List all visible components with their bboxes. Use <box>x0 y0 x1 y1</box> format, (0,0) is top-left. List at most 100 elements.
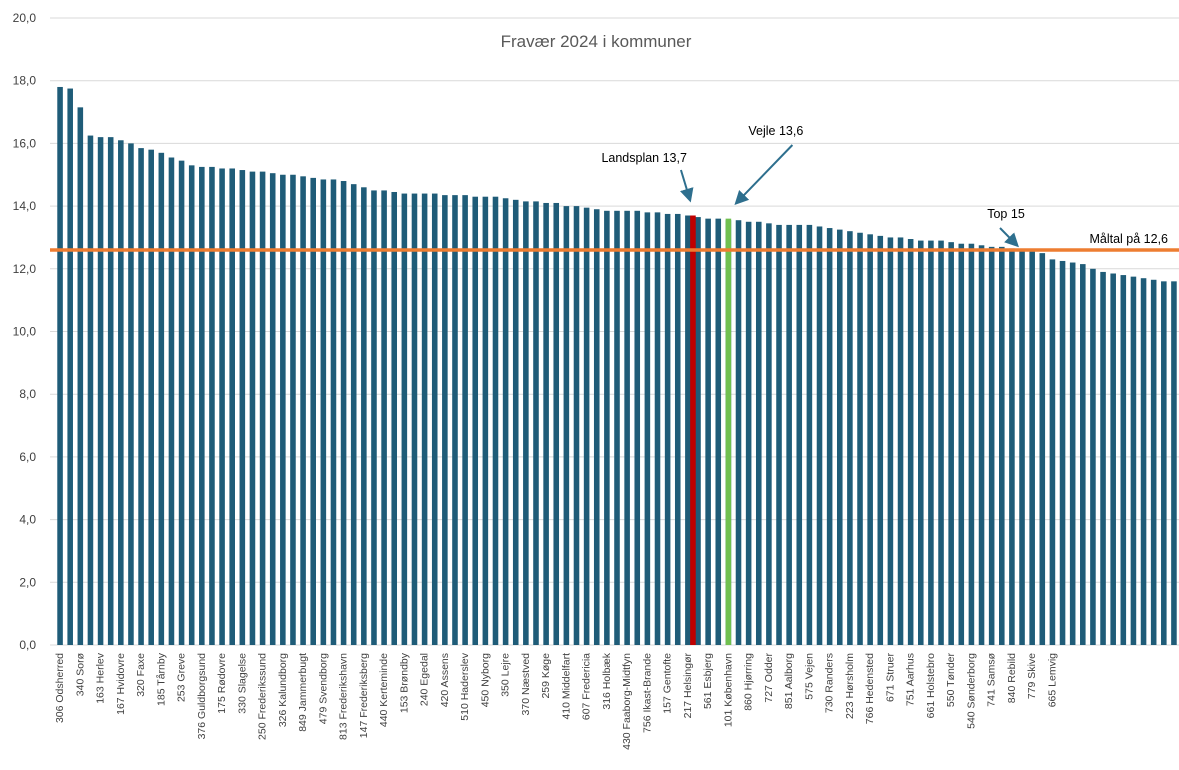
y-tick-label: 20,0 <box>13 11 37 25</box>
bar <box>1059 260 1066 645</box>
x-tick-label: 147 Frederiksberg <box>358 653 370 738</box>
bar <box>826 228 833 646</box>
x-tick-label: 223 Hørsholm <box>844 653 856 719</box>
bar <box>371 190 377 646</box>
bar <box>280 174 286 645</box>
bar <box>77 107 84 645</box>
bar <box>401 193 408 645</box>
x-tick-label: 157 Gentofte <box>662 653 674 714</box>
bar <box>290 174 296 645</box>
x-tick-label: 727 Odder <box>763 653 775 703</box>
x-tick-label: 766 Hedensted <box>864 653 876 724</box>
bar <box>907 239 914 645</box>
bar <box>786 224 792 645</box>
bar <box>512 199 519 645</box>
x-tick-label: 101 København <box>722 653 734 727</box>
bar <box>543 202 549 645</box>
y-tick-label: 14,0 <box>13 199 37 213</box>
bar <box>1019 249 1025 646</box>
bar <box>948 242 954 645</box>
x-tick-label: 510 Haderslev <box>459 652 471 720</box>
bar <box>391 191 398 645</box>
x-tick-label: 316 Holbæk <box>601 652 613 709</box>
x-tick-label: 665 Lemvig <box>1046 653 1058 707</box>
bar-national-average <box>690 215 696 645</box>
bar <box>361 187 367 646</box>
annotation-top15: Top 15 <box>987 207 1025 221</box>
y-tick-label: 10,0 <box>13 325 37 339</box>
bar <box>745 221 752 645</box>
bar <box>664 213 671 645</box>
bar <box>310 177 317 645</box>
bar <box>148 149 154 646</box>
bar <box>421 193 428 645</box>
bar <box>431 193 438 645</box>
bars <box>57 86 1177 646</box>
bar <box>877 235 884 645</box>
x-tick-label: 217 Helsingør <box>682 653 694 719</box>
bar <box>1140 278 1147 645</box>
bar <box>462 195 468 645</box>
bar <box>847 231 853 645</box>
x-tick-label: 450 Nyborg <box>479 653 491 707</box>
x-tick-label: 430 Faaborg-Midtfyn <box>621 653 633 750</box>
bar <box>867 234 873 645</box>
bar <box>968 243 975 645</box>
bar <box>350 184 357 645</box>
y-tick-label: 18,0 <box>13 74 37 88</box>
y-tick-label: 4,0 <box>19 513 36 527</box>
bar <box>563 206 570 645</box>
bar <box>1150 279 1157 645</box>
y-tick-label: 2,0 <box>19 575 36 589</box>
bar <box>836 229 843 646</box>
bar <box>229 168 235 646</box>
bar <box>796 224 803 645</box>
bar <box>209 166 215 645</box>
x-tick-label: 185 Tårnby <box>155 652 167 706</box>
bar <box>978 245 985 645</box>
bar <box>67 88 73 646</box>
bar <box>917 240 924 645</box>
bar <box>735 220 742 645</box>
x-tick-label: 479 Svendborg <box>317 653 329 724</box>
bar <box>1120 275 1127 645</box>
bar <box>988 246 995 646</box>
x-axis-tick-labels: 306 Odsherred 340 Sorø 163 Herlev 167 Hvido… <box>54 652 1058 750</box>
y-tick-label: 6,0 <box>19 450 36 464</box>
bar <box>442 195 448 645</box>
bar <box>1100 271 1106 645</box>
bar <box>766 223 772 645</box>
bar <box>593 209 600 646</box>
bar <box>168 157 175 645</box>
y-tick-label: 16,0 <box>13 136 37 150</box>
bar <box>776 224 782 645</box>
bar <box>857 232 863 645</box>
x-tick-label: 163 Herlev <box>95 652 107 704</box>
bar <box>1161 281 1167 645</box>
x-tick-label: 350 Lejre <box>500 653 512 697</box>
x-tick-label: 575 Vejen <box>803 653 815 700</box>
arrow-vejle <box>734 144 794 205</box>
bar <box>624 210 630 646</box>
bar <box>87 135 94 645</box>
bar <box>340 181 347 645</box>
bar <box>1171 281 1177 645</box>
x-tick-label: 751 Aarhus <box>905 653 917 706</box>
bar <box>755 221 762 645</box>
x-tick-label: 607 Fredericia <box>581 653 593 720</box>
bar <box>300 176 306 645</box>
x-tick-label: 849 Jammerbugt <box>297 653 309 732</box>
bar <box>887 237 894 645</box>
x-tick-label: 779 Skive <box>1026 653 1038 699</box>
bar <box>57 86 63 646</box>
x-tick-label: 420 Assens <box>439 653 451 707</box>
bar <box>1090 268 1096 645</box>
bar <box>958 243 965 645</box>
arrow-national <box>679 169 694 203</box>
bar <box>269 173 276 645</box>
bar <box>816 226 823 646</box>
bar <box>330 179 337 645</box>
x-tick-label: 840 Rebild <box>1006 653 1018 703</box>
bar <box>97 137 104 645</box>
x-tick-label: 253 Greve <box>176 653 188 702</box>
